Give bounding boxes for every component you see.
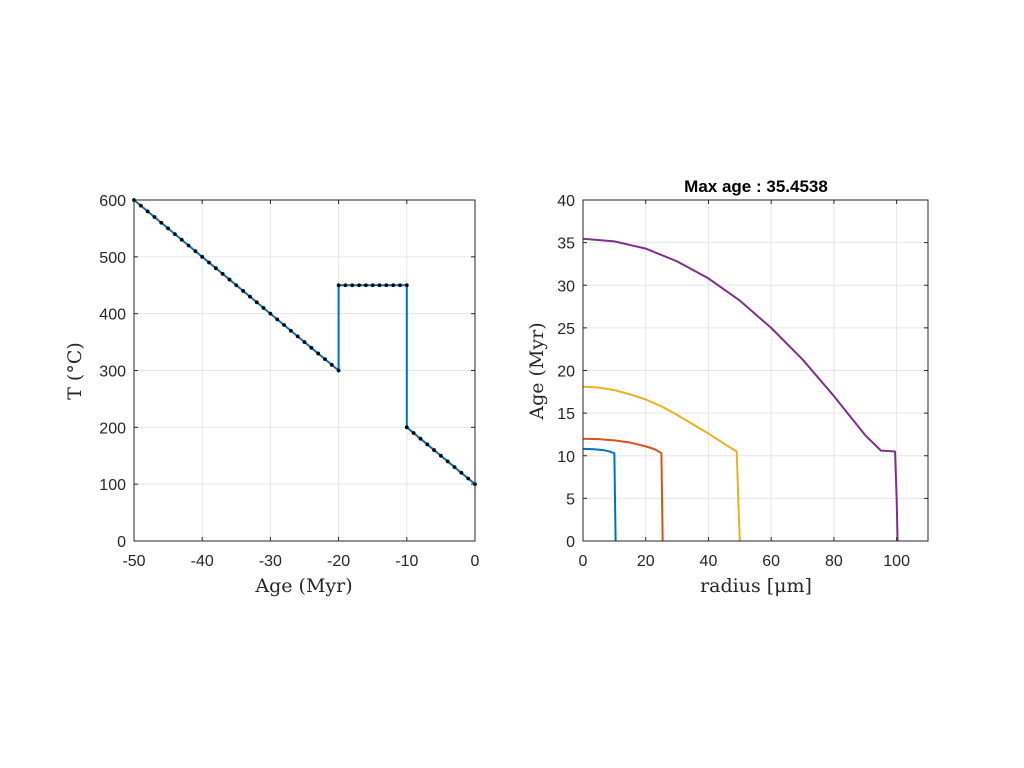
- left-data-point: [316, 351, 321, 356]
- left-data-point: [329, 362, 334, 367]
- left-data-point: [159, 220, 164, 225]
- temperature-history-chart: -50 -40 -30 -20 -10 0 0 100 200 300 400 500 600 Age …: [64, 193, 480, 597]
- right-y-tick-label: 15: [557, 406, 575, 423]
- right-y-axis-label: Age (Myr): [526, 322, 548, 420]
- right-y-tick-label: 40: [557, 193, 575, 210]
- left-data-point: [179, 237, 184, 242]
- left-data-point: [261, 306, 266, 310]
- left-data-point: [227, 277, 232, 282]
- right-x-tick-label: 80: [825, 553, 843, 570]
- left-data-point: [152, 215, 157, 219]
- left-data-point: [370, 283, 375, 288]
- left-y-tick-label: 200: [99, 420, 126, 437]
- left-x-tick-label: 0: [471, 553, 480, 570]
- left-data-point: [418, 436, 423, 441]
- left-data-point: [343, 283, 348, 288]
- left-data-point: [309, 345, 314, 350]
- left-data-point: [295, 334, 300, 339]
- left-x-tick-label: -30: [259, 553, 282, 570]
- right-y-tick-label: 25: [557, 321, 575, 338]
- right-series-line-3: [582, 385, 741, 542]
- left-y-tick-label: 600: [99, 193, 126, 210]
- right-y-tick-label: 30: [557, 278, 575, 295]
- left-y-axis-label: T (°C): [64, 342, 86, 400]
- left-data-point: [466, 476, 471, 481]
- left-data-point: [186, 243, 191, 248]
- left-data-point: [350, 283, 355, 288]
- left-y-tick-label: 100: [99, 477, 126, 494]
- right-y-tick-label: 20: [557, 364, 575, 381]
- left-data-point: [391, 283, 396, 288]
- left-data-point: [254, 300, 259, 305]
- left-data-point: [404, 425, 409, 430]
- left-data-point: [138, 203, 143, 208]
- left-x-tick-label: -50: [122, 553, 145, 570]
- right-x-tick-label: 40: [700, 553, 718, 570]
- left-x-tick-label: -20: [327, 553, 350, 570]
- left-y-tick-label: 300: [99, 364, 126, 381]
- left-data-point: [282, 323, 286, 327]
- left-data-point: [241, 289, 246, 293]
- left-data-point: [213, 266, 218, 271]
- left-data-point: [200, 254, 205, 259]
- left-data-point: [425, 442, 430, 447]
- left-data-point: [234, 283, 239, 288]
- right-y-tick-label: 10: [557, 449, 575, 466]
- right-x-axis-label: radius [μm]: [700, 575, 812, 597]
- left-data-point: [275, 317, 280, 322]
- left-data-point: [357, 283, 361, 288]
- left-data-point: [166, 226, 171, 231]
- left-plot-area: -50 -40 -30 -20 -10 0 0 100 200 300 400 500 600: [99, 193, 479, 570]
- right-series-line-4: [582, 237, 899, 542]
- right-x-tick-label: 100: [883, 553, 910, 570]
- right-series-line-1: [582, 447, 617, 542]
- left-data-point: [432, 448, 436, 452]
- left-x-axis-label: Age (Myr): [254, 575, 352, 597]
- left-data-point: [248, 294, 252, 299]
- right-series-line-2: [582, 437, 664, 542]
- left-data-point: [173, 232, 177, 237]
- left-data-point: [220, 271, 225, 276]
- left-data-point: [398, 283, 402, 288]
- left-data-point: [384, 283, 389, 288]
- right-y-tick-label: 0: [566, 534, 575, 551]
- left-data-point: [411, 431, 416, 435]
- left-data-point: [459, 470, 464, 475]
- left-data-point: [439, 453, 443, 458]
- right-y-tick-label: 35: [557, 236, 575, 253]
- left-y-tick-label: 500: [99, 250, 126, 267]
- right-y-tick-label: 5: [566, 491, 575, 508]
- left-data-point: [288, 328, 293, 333]
- left-data-point: [336, 283, 341, 288]
- left-data-point: [302, 340, 307, 344]
- age-vs-radius-chart: 0 20 40 60 80 100 0 5 10 15 20 25 30 35 40 Max age : 3…: [526, 177, 929, 597]
- left-data-point: [336, 368, 341, 373]
- left-data-point: [193, 249, 198, 254]
- right-x-tick-label: 60: [762, 553, 780, 570]
- left-x-tick-label: -40: [191, 553, 214, 570]
- left-data-point: [145, 209, 150, 214]
- left-data-point: [377, 283, 382, 288]
- left-data-point: [207, 260, 211, 265]
- left-data-point: [323, 357, 327, 362]
- right-chart-title: Max age : 35.4538: [684, 177, 828, 196]
- right-x-tick-label: 0: [579, 553, 588, 570]
- right-x-tick-label: 20: [637, 553, 655, 570]
- left-y-tick-label: 400: [99, 307, 126, 324]
- left-data-point: [363, 283, 368, 288]
- right-plot-area: 0 20 40 60 80 100 0 5 10 15 20 25 30 35 40: [557, 193, 929, 570]
- left-data-point: [268, 311, 273, 316]
- left-data-point: [404, 283, 409, 288]
- left-data-point: [445, 459, 450, 464]
- left-x-tick-label: -10: [395, 553, 418, 570]
- left-data-point: [452, 465, 457, 470]
- left-y-tick-label: 0: [117, 534, 126, 551]
